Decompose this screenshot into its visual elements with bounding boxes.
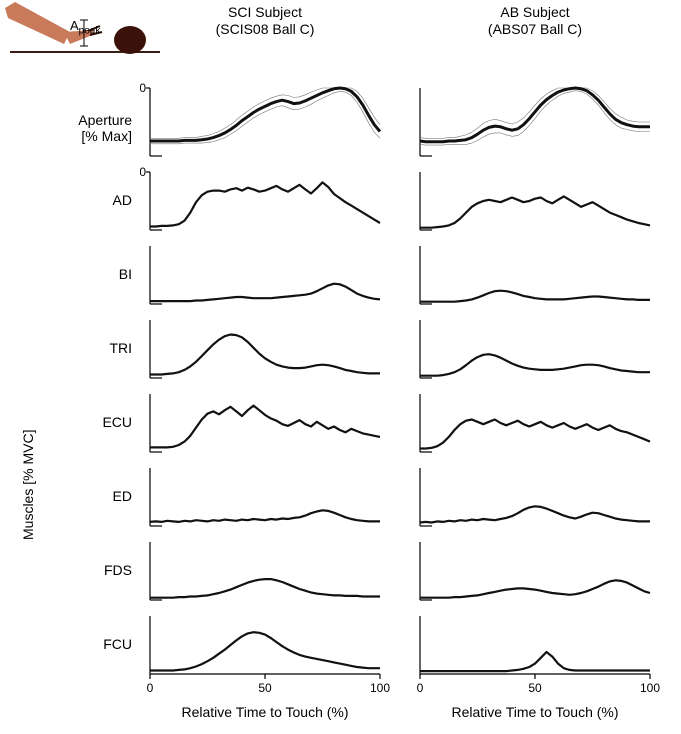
svg-text:100: 100: [140, 166, 146, 179]
row-label: AD: [0, 192, 132, 208]
row-label: TRI: [0, 340, 132, 356]
svg-text:100: 100: [140, 82, 146, 95]
x-axis-label-left: Relative Time to Touch (%): [150, 704, 380, 720]
svg-text:0: 0: [147, 681, 154, 695]
panel: 0 50 100: [410, 610, 660, 704]
row-label: BI: [0, 266, 132, 282]
svg-text:100: 100: [640, 681, 660, 695]
y-group-label: Muscles [% MVC]: [20, 430, 36, 540]
row-label: ED: [0, 488, 132, 504]
svg-text:50: 50: [258, 681, 272, 695]
row-label: FDS: [0, 562, 132, 578]
svg-text:50: 50: [528, 681, 542, 695]
row-label: ECU: [0, 414, 132, 430]
svg-text:100: 100: [370, 681, 390, 695]
apeak-label: Apeak: [70, 18, 100, 37]
panel: 0 50 100: [140, 610, 390, 704]
figure-root: { "layout": { "width": 681, "height": 73…: [0, 0, 681, 734]
row-label: Aperture[% Max]: [0, 112, 132, 144]
svg-text:0: 0: [417, 681, 424, 695]
col-title-right: AB Subject (ABS07 Ball C): [420, 4, 650, 38]
x-axis-label-right: Relative Time to Touch (%): [420, 704, 650, 720]
row-label: FCU: [0, 636, 132, 652]
col-title-left: SCI Subject (SCIS08 Ball C): [150, 4, 380, 38]
